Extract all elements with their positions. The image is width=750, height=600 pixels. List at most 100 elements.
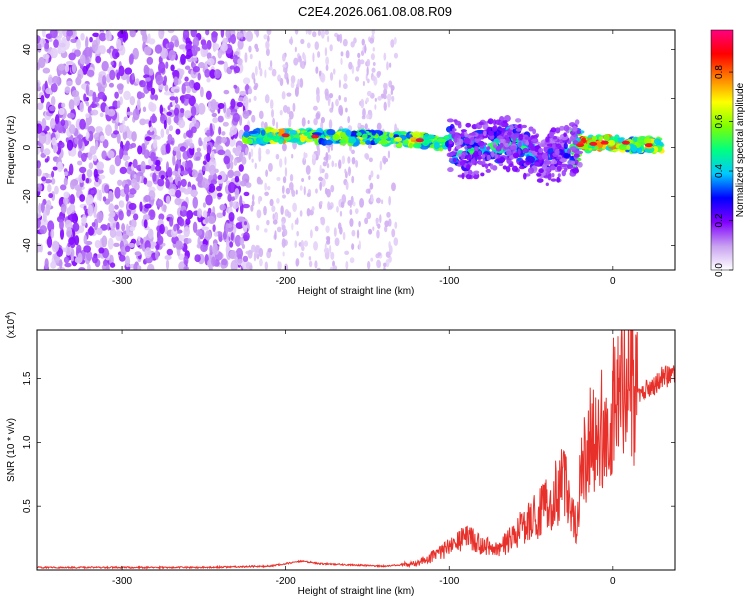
spectrogram-cell — [536, 173, 542, 177]
spectrogram-cell — [147, 263, 155, 270]
spectrogram-cell — [133, 182, 140, 191]
spectrogram-cell — [160, 174, 165, 180]
spectrogram-cell — [199, 86, 204, 98]
spectrogram-cell — [311, 153, 317, 160]
spectrogram-cell — [581, 137, 586, 142]
spectrogram-cell — [502, 165, 508, 170]
spectrogram-cell — [603, 133, 610, 142]
spectrogram-cell — [114, 204, 119, 210]
spectrogram-cell — [98, 189, 102, 202]
spectrogram-cell — [272, 219, 278, 225]
spectrogram-cell — [65, 244, 72, 256]
spectrogram-cell — [270, 128, 280, 133]
spectrogram-cell — [221, 131, 226, 136]
y-tick-label: 0 — [22, 144, 33, 150]
spectrogram-cell — [324, 88, 329, 97]
spectrogram-cell — [129, 226, 136, 232]
spectrogram-cell — [324, 47, 328, 57]
spectrogram-cell — [386, 93, 392, 102]
spectrogram-cell — [144, 203, 152, 209]
spectrogram-cell — [391, 182, 396, 192]
spectrogram-cell — [312, 105, 318, 111]
spectrogram-cell — [163, 91, 172, 96]
spectrogram-cell — [140, 238, 144, 244]
spectrogram-cell — [158, 213, 165, 221]
spectrogram-cell — [354, 208, 359, 215]
spectrogram-cell — [504, 134, 509, 139]
spectrogram-cell — [202, 160, 207, 165]
spectrogram-cell — [185, 218, 191, 225]
spectrogram-cell — [279, 109, 283, 116]
spectrogram-cell — [365, 140, 371, 145]
spectrogram-cell — [173, 146, 181, 152]
spectrogram-cell — [146, 56, 154, 65]
spectrogram-cell — [248, 45, 252, 53]
spectrogram-cell — [58, 107, 65, 116]
spectrogram-cell — [285, 187, 291, 195]
spectrogram-cell — [214, 168, 219, 174]
spectrogram-cell — [264, 94, 270, 104]
spectrogram-cell — [42, 210, 47, 223]
spectrogram-cell — [446, 118, 454, 123]
spectrogram-cell — [174, 197, 182, 206]
spectrogram-cell — [572, 167, 580, 174]
spectrogram-cell — [242, 77, 251, 85]
spectrogram-cell — [377, 252, 382, 257]
spectrogram-cell — [54, 114, 60, 126]
spectrogram-cell — [212, 224, 216, 232]
spectrogram-cell — [348, 61, 353, 70]
spectrogram-cell — [116, 83, 124, 91]
spectrogram-cell — [184, 55, 191, 60]
snr-background — [37, 330, 675, 570]
spectrogram-cell — [245, 182, 252, 188]
spectrogram-cell — [58, 46, 67, 54]
spectrogram-cell — [64, 64, 70, 73]
spectrogram-cell — [518, 165, 525, 170]
spectrogram-cell — [63, 196, 69, 206]
spectrogram-cell — [506, 148, 512, 156]
spectrogram-cell — [357, 58, 361, 69]
snr-y-ticks: 0.5 1.0 1.5 — [22, 371, 675, 513]
spectrogram-cell — [330, 251, 335, 260]
spectrogram-cell — [449, 157, 453, 162]
spectrogram-cell — [319, 164, 322, 174]
spectrogram-cell — [198, 137, 202, 147]
spectrogram-cell — [312, 31, 317, 38]
spectrogram-cell — [185, 37, 191, 46]
spectrogram-cell — [372, 226, 375, 231]
spectrogram-cell — [253, 252, 257, 262]
spectrogram-cell — [178, 44, 186, 50]
spectrogram-cell — [123, 90, 131, 101]
spectrogram-cell — [594, 146, 599, 150]
spectrogram-cell — [118, 65, 125, 77]
spectrogram-cell — [324, 172, 329, 180]
spectrogram-cell — [344, 168, 347, 174]
spectrogram-cell — [243, 130, 250, 138]
spectrogram-cell — [452, 157, 457, 163]
spectrogram-cell — [185, 130, 193, 138]
spectrogram-cell — [137, 236, 141, 241]
spectrogram-cell — [267, 185, 271, 191]
spectrogram-cell — [160, 47, 169, 59]
spectrogram-cell — [566, 164, 574, 170]
spectrogram-cell — [237, 97, 245, 102]
spectrogram-cell — [100, 224, 108, 231]
spectrogram-cell — [388, 195, 391, 206]
spectrogram-cell — [334, 162, 338, 168]
spectrogram-cell — [281, 142, 287, 152]
spectrogram-cell — [306, 208, 311, 217]
spectrogram-cell — [361, 38, 365, 46]
spectrogram-cell — [190, 189, 199, 197]
spectrogram-cell — [211, 31, 218, 43]
spectrogram-cell — [220, 136, 228, 144]
spectrogram-cell — [168, 49, 177, 61]
spectrogram-cell — [591, 135, 598, 141]
spectrogram-cell — [245, 147, 249, 156]
spectrogram-cell — [259, 67, 263, 77]
spectrogram-cell — [383, 94, 387, 100]
spectrogram-cell — [109, 228, 117, 238]
spectrogram-cell — [547, 173, 552, 181]
spectrogram-cell — [536, 178, 544, 183]
spectrogram-cell — [287, 211, 292, 219]
